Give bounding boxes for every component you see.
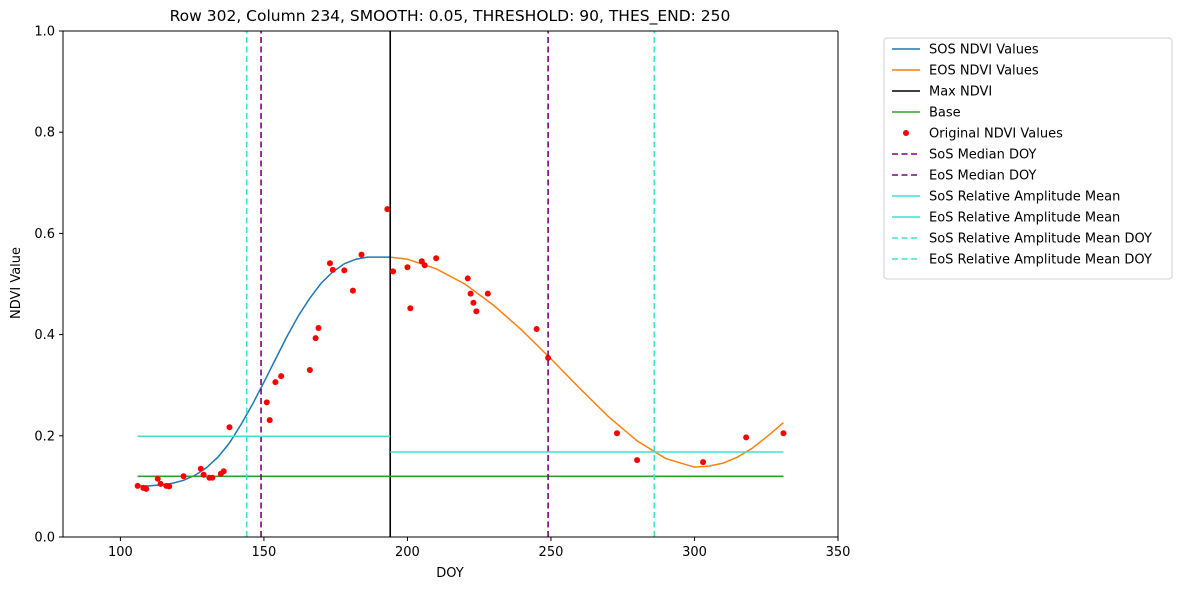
- data-point: [700, 459, 707, 466]
- data-point: [197, 465, 204, 472]
- y-axis-title: NDVI Value: [9, 247, 24, 319]
- data-point: [278, 373, 285, 380]
- data-point: [404, 264, 411, 271]
- legend-label: Base: [929, 106, 961, 121]
- data-point: [209, 474, 216, 481]
- data-point: [263, 399, 270, 406]
- data-point: [467, 290, 474, 297]
- x-tick-label: 100: [108, 545, 133, 560]
- x-tick-label: 350: [826, 545, 851, 560]
- data-point: [315, 325, 322, 332]
- data-point: [200, 471, 207, 478]
- plot-area: [134, 31, 787, 537]
- data-point: [743, 434, 750, 441]
- x-axis-title: DOY: [436, 566, 464, 581]
- data-point: [433, 255, 440, 262]
- x-tick-label: 250: [539, 545, 564, 560]
- y-tick-label: 0.0: [34, 531, 55, 546]
- chart-title: Row 302, Column 234, SMOOTH: 0.05, THRES…: [170, 7, 731, 26]
- data-point: [306, 367, 313, 374]
- data-point: [384, 206, 391, 213]
- data-point: [134, 482, 141, 489]
- data-point: [143, 485, 150, 492]
- y-tick-label: 0.6: [34, 227, 55, 242]
- legend-label: EOS NDVI Values: [929, 64, 1039, 79]
- data-point: [312, 335, 319, 342]
- legend-marker-original-ndvi-values: [903, 130, 909, 136]
- y-axis: 0.0 0.2 0.4 0.6 0.8 1.0: [34, 25, 63, 546]
- x-tick-label: 300: [682, 545, 707, 560]
- data-point: [166, 483, 173, 490]
- data-point: [464, 275, 471, 282]
- data-point: [329, 266, 336, 273]
- data-point: [390, 268, 397, 275]
- legend-label: SoS Relative Amplitude Mean: [929, 190, 1120, 205]
- data-point: [634, 457, 641, 464]
- legend-box: [883, 37, 1173, 280]
- x-axis: 100 150 200 250 300 350: [108, 537, 850, 560]
- data-point: [341, 267, 348, 274]
- data-point: [154, 475, 161, 482]
- x-tick-label: 200: [395, 545, 420, 560]
- legend-label: SoS Median DOY: [929, 148, 1037, 163]
- data-point: [272, 379, 279, 386]
- data-point: [266, 417, 273, 424]
- data-point: [220, 468, 227, 475]
- y-tick-label: 0.4: [34, 328, 55, 343]
- legend-label: EoS Relative Amplitude Mean DOY: [929, 253, 1152, 268]
- legend-label: Max NDVI: [929, 85, 992, 100]
- y-tick-label: 1.0: [34, 25, 55, 40]
- data-point: [470, 299, 477, 306]
- data-point: [180, 473, 187, 480]
- data-point: [613, 430, 620, 437]
- legend-label: EoS Median DOY: [929, 169, 1036, 184]
- data-point: [545, 354, 552, 361]
- legend-label: SoS Relative Amplitude Mean DOY: [929, 232, 1152, 247]
- legend-label: EoS Relative Amplitude Mean: [929, 211, 1120, 226]
- data-point: [226, 424, 233, 431]
- data-point: [358, 251, 365, 258]
- data-point: [484, 290, 491, 297]
- data-point: [421, 262, 428, 269]
- data-point: [349, 287, 356, 294]
- legend: SOS NDVI Values EOS NDVI Values Max NDVI Ba…: [883, 37, 1173, 280]
- data-point: [533, 326, 540, 333]
- y-tick-label: 0.2: [34, 429, 55, 444]
- legend-label: SOS NDVI Values: [929, 43, 1039, 58]
- x-tick-label: 150: [252, 545, 277, 560]
- data-point: [326, 260, 333, 267]
- axes-frame: [62, 30, 839, 538]
- legend-label: Original NDVI Values: [929, 127, 1063, 142]
- eos-ndvi-values-line: [390, 256, 784, 468]
- data-point: [407, 305, 414, 312]
- data-point: [473, 308, 480, 315]
- sos-ndvi-values-line: [137, 256, 391, 487]
- data-point: [780, 430, 787, 437]
- data-point: [157, 480, 164, 487]
- y-tick-label: 0.8: [34, 126, 55, 141]
